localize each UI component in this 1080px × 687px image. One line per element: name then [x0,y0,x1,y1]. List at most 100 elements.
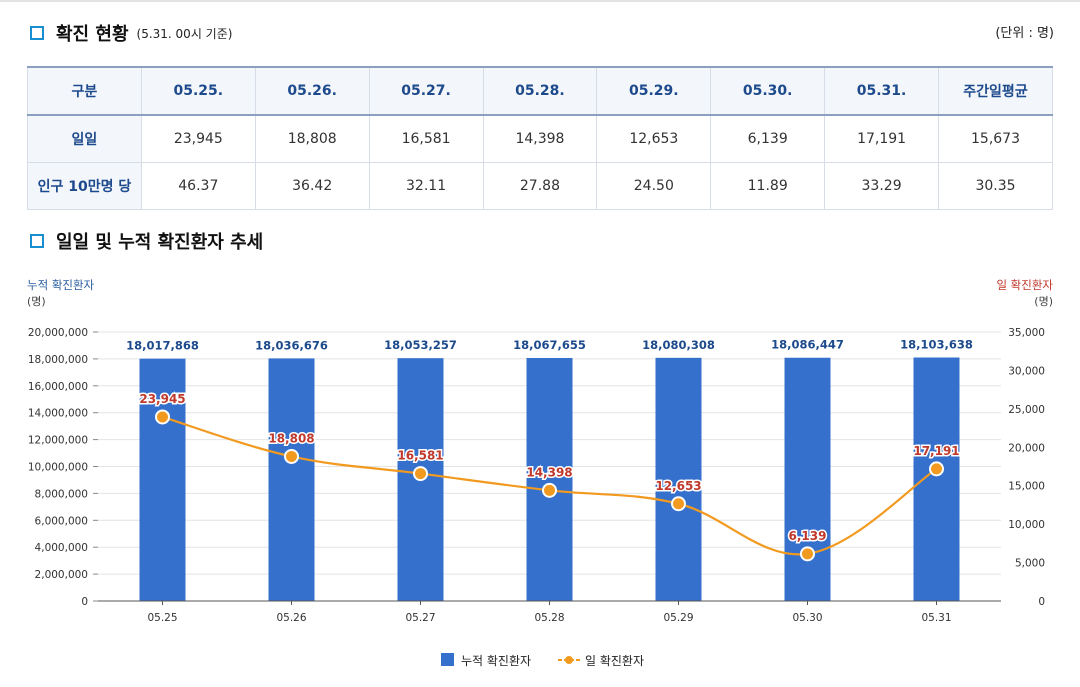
unit-label: (단위 : 명) [995,26,1054,41]
table-cell: 17,191 [824,114,939,163]
legend-label: 일 확진환자 [585,654,644,668]
bar-value-label: 18,036,676 [255,338,328,352]
table-header-cell: 05.25. [140,66,256,116]
x-tick-label: 05.28 [534,612,564,624]
table-header-cell: 05.29. [596,66,712,116]
bar [784,357,831,601]
legend-bar-swatch [441,653,454,666]
x-tick-label: 05.30 [792,612,822,624]
y-left-tick-label: 2,000,000 [35,569,88,581]
table-row: 일일 23,945 18,808 16,581 14,398 12,653 6,… [27,114,1053,163]
y-right-tick-label: 35,000 [1008,327,1045,339]
table-header-cell: 05.27. [368,66,484,116]
y-right-tick-label: 10,000 [1008,519,1045,531]
table-cell: 6,139 [710,114,826,163]
line-point [542,482,557,498]
y-right-tick-label: 0 [1038,596,1045,608]
table-cell: 30.35 [938,162,1053,210]
y-left-tick-label: 20,000,000 [28,327,88,339]
table-cell: 11.89 [710,162,826,210]
table-row: 인구 10만명 당 46.37 36.42 32.11 27.88 24.50 … [27,162,1053,210]
line-point [284,448,299,464]
section-title: 일일 및 누적 확진환자 추세 [56,232,264,253]
line-value-label: 23,945 [139,392,185,406]
square-bullet-icon [30,234,44,248]
section-header-status: 확진 현황 (5.31. 00시 기준) [30,20,232,46]
x-tick-label: 05.27 [405,612,435,624]
row-label: 일일 [27,114,142,163]
line-point [155,409,170,425]
x-tick-label: 05.25 [147,612,177,624]
y-left-tick-label: 12,000,000 [28,435,88,447]
table-cell: 32.11 [368,162,484,210]
table-cell: 33.29 [824,162,939,210]
line-point [929,461,944,477]
line-point [671,496,686,512]
top-divider [0,0,1080,2]
y-right-axis-title: 일 확진환자 [996,278,1053,292]
y-left-tick-label: 16,000,000 [28,381,88,393]
x-tick-label: 05.26 [276,612,306,624]
x-tick-label: 05.31 [921,612,951,624]
y-left-axis-title: 누적 확진환자 [27,278,95,292]
table-cell: 24.50 [596,162,712,210]
table-cell: 46.37 [140,162,256,210]
line-value-label: 6,139 [789,529,827,543]
y-right-tick-label: 5,000 [1015,558,1045,570]
table-header-cell: 05.26. [254,66,370,116]
y-left-tick-label: 18,000,000 [28,354,88,366]
table-header-cell: 구분 [27,66,142,116]
table-cell: 16,581 [368,114,484,163]
bar [913,357,960,601]
y-right-tick-label: 20,000 [1008,442,1045,454]
y-right-axis-unit: (명) [1034,295,1053,308]
y-left-tick-label: 8,000,000 [35,488,88,500]
y-left-axis-unit: (명) [27,295,46,308]
table-cell: 23,945 [140,114,256,163]
section-subtitle: (5.31. 00시 기준) [136,26,233,41]
table-cell: 18,808 [254,114,370,163]
status-table: 구분 05.25. 05.26. 05.27. 05.28. 05.29. 05… [27,66,1053,210]
bar-value-label: 18,103,638 [900,338,973,352]
bar-value-label: 18,017,868 [126,339,199,353]
bar [655,357,702,601]
trend-chart: 0 2,000,000 4,000,000 6,000,000 8,000,000 10,… [27,278,1053,668]
y-left-tick-label: 14,000,000 [28,408,88,420]
table-header-cell: 05.31. [824,66,939,116]
legend-label: 누적 확진환자 [461,654,531,668]
y-left-tick-label: 0 [81,596,88,608]
legend-line-marker [565,656,573,664]
section-title: 확진 현황 [56,24,129,45]
bar-value-label: 18,053,257 [384,338,457,352]
table-header-cell: 05.30. [710,66,826,116]
section-header-trend: 일일 및 누적 확진환자 추세 [30,228,263,254]
x-tick-label: 05.29 [663,612,693,624]
table-cell: 27.88 [482,162,598,210]
line-point [800,546,815,562]
line-value-label: 12,653 [655,479,701,493]
line-value-label: 17,191 [913,444,959,458]
bar [268,358,315,601]
row-label: 인구 10만명 당 [27,162,142,210]
bar-value-label: 18,080,308 [642,338,715,352]
square-bullet-icon [30,26,44,40]
y-left-tick-label: 6,000,000 [35,515,88,527]
bar [526,357,573,601]
y-left-tick-label: 10,000,000 [28,462,88,474]
bar-value-label: 18,086,447 [771,338,844,352]
y-right-tick-label: 15,000 [1008,481,1045,493]
table-cell: 14,398 [482,114,598,163]
y-right-tick-label: 30,000 [1008,365,1045,377]
table-cell: 36.42 [254,162,370,210]
line-value-label: 16,581 [397,449,443,463]
y-left-tick-label: 4,000,000 [35,542,88,554]
table-cell: 15,673 [938,114,1053,163]
table-cell: 12,653 [596,114,712,163]
line-value-label: 14,398 [526,465,572,479]
table-header-cell: 05.28. [482,66,598,116]
bar-value-label: 18,067,655 [513,338,586,352]
y-right-tick-label: 25,000 [1008,404,1045,416]
table-header-cell: 주간일평균 [938,66,1053,116]
table-header-row: 구분 05.25. 05.26. 05.27. 05.28. 05.29. 05… [27,66,1053,116]
line-point [413,466,428,482]
